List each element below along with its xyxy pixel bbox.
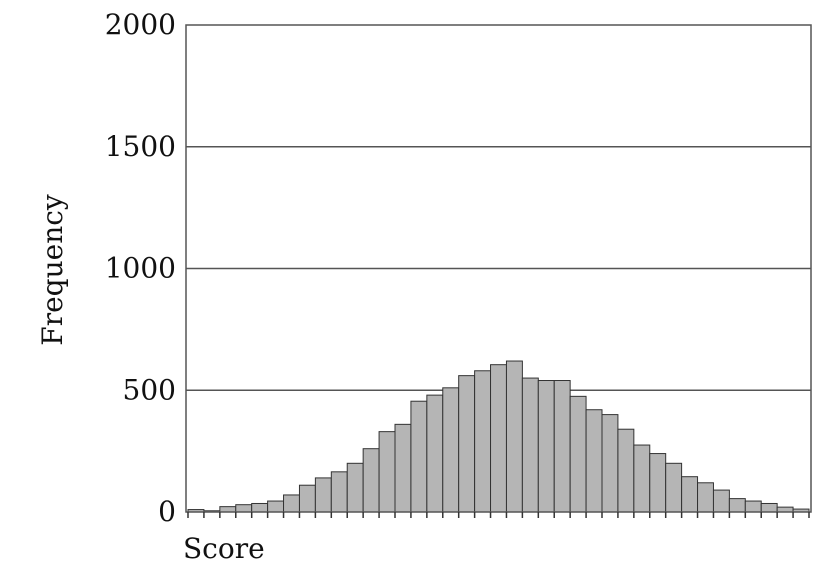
histogram-bar xyxy=(330,471,348,513)
histogram-bar xyxy=(728,498,746,513)
y-tick-label: 1500 xyxy=(105,130,176,163)
histogram-bar xyxy=(219,506,237,513)
histogram-bar xyxy=(346,462,364,513)
y-axis-label: Frequency xyxy=(36,194,69,346)
x-axis-label: Score xyxy=(183,532,265,562)
histogram-bar xyxy=(362,448,380,513)
histogram-bar xyxy=(490,364,507,513)
histogram-bar xyxy=(697,482,714,513)
histogram-bar xyxy=(569,395,587,513)
histogram-bar xyxy=(553,380,571,513)
histogram-bar xyxy=(665,462,683,513)
y-tick-label: 2000 xyxy=(105,8,176,41)
histogram-bar xyxy=(712,489,730,513)
bars xyxy=(187,360,810,513)
histogram-bar xyxy=(617,428,635,513)
histogram-bar xyxy=(235,504,253,513)
histogram-bar xyxy=(378,431,396,513)
plot-frame xyxy=(185,24,812,513)
histogram-bar xyxy=(760,502,778,513)
y-axis-tick-labels: 0 500 1000 1500 2000 xyxy=(105,8,176,528)
histogram-bar xyxy=(537,380,555,513)
histogram-bar xyxy=(442,387,460,513)
histogram-bar xyxy=(681,476,699,513)
histogram-bar xyxy=(283,494,300,513)
histogram-bar xyxy=(633,444,651,513)
histogram-bar xyxy=(298,484,316,513)
histogram-bar xyxy=(474,370,492,513)
x-axis-ticks xyxy=(187,512,810,518)
histogram-bar xyxy=(601,414,619,513)
histogram-bar xyxy=(505,360,523,513)
y-tick-label: 500 xyxy=(123,373,176,406)
histogram-bar xyxy=(585,409,603,513)
histogram-bar xyxy=(410,400,428,513)
histogram-bar xyxy=(649,453,667,513)
y-tick-label: 0 xyxy=(158,495,176,528)
histogram-bar xyxy=(251,502,269,513)
histogram-bar xyxy=(394,423,412,513)
histogram-bar xyxy=(458,375,476,513)
histogram-bar xyxy=(521,377,539,513)
histogram-bar xyxy=(267,500,285,513)
histogram-bar xyxy=(744,500,762,513)
histogram-bar xyxy=(426,394,444,513)
y-tick-label: 1000 xyxy=(105,252,176,285)
histogram-bar xyxy=(314,477,332,513)
